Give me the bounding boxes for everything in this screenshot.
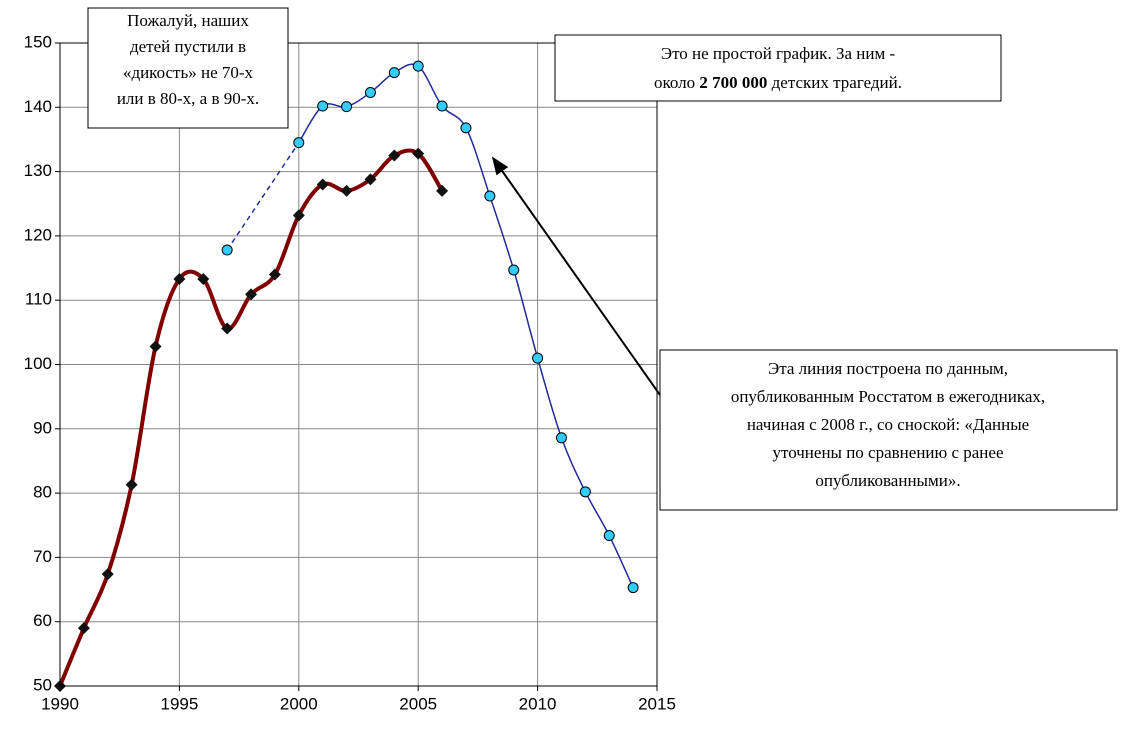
series-line bbox=[298, 63, 634, 588]
point bbox=[317, 100, 329, 112]
point bbox=[316, 178, 329, 191]
annotation-text: Пожалуй, наших bbox=[127, 11, 249, 30]
annotation-text: или в 80-х, а в 90-х. bbox=[117, 89, 259, 108]
arrow bbox=[491, 156, 661, 396]
annotation-bold: 2 700 000 bbox=[699, 73, 767, 92]
annotation-text: около 2 700 000 детских трагедий. bbox=[654, 73, 902, 92]
x-tick-label: 2000 bbox=[280, 694, 318, 713]
annotation-box bbox=[87, 7, 289, 129]
point bbox=[197, 272, 210, 285]
point bbox=[436, 184, 449, 197]
point bbox=[341, 101, 353, 113]
x-tick-label: 2010 bbox=[519, 694, 557, 713]
point bbox=[460, 122, 472, 134]
y-tick-label: 80 bbox=[33, 483, 52, 502]
point bbox=[603, 530, 615, 542]
y-tick-label: 100 bbox=[24, 354, 52, 373]
annotations: Это не простой график. За ним - около 2 … bbox=[87, 7, 1118, 511]
point bbox=[245, 288, 258, 301]
annotation-text: опубликованным Росстатом в ежегодниках, bbox=[731, 387, 1045, 406]
point bbox=[268, 268, 281, 281]
annotation-text: детей пустили в bbox=[130, 37, 246, 56]
point bbox=[508, 264, 520, 276]
point bbox=[364, 173, 377, 186]
y-tick-label: 130 bbox=[24, 161, 52, 180]
point bbox=[125, 478, 138, 491]
point bbox=[579, 486, 591, 498]
annotation-text: Это не простой график. За ним - bbox=[661, 44, 896, 63]
annotation-text: детских трагедий. bbox=[767, 73, 902, 92]
x-tick-label: 2005 bbox=[399, 694, 437, 713]
annotation-box bbox=[554, 34, 1002, 102]
point bbox=[388, 67, 400, 79]
y-tick-label: 150 bbox=[24, 32, 52, 51]
point bbox=[149, 340, 162, 353]
annotation-text: начиная с 2008 г., со сноской: «Данные bbox=[747, 415, 1029, 434]
plot bbox=[54, 60, 639, 692]
point bbox=[436, 100, 448, 112]
y-tick-label: 70 bbox=[33, 547, 52, 566]
y-tick-label: 120 bbox=[24, 225, 52, 244]
point bbox=[340, 184, 353, 197]
point bbox=[221, 244, 233, 256]
series-line bbox=[58, 148, 444, 687]
point bbox=[77, 622, 90, 635]
point bbox=[293, 137, 305, 149]
grid: 50 60 70 80 90 100 110 120 130 140 150 1990 1995 2000… bbox=[24, 32, 676, 713]
plot-frame bbox=[59, 42, 658, 687]
y-tick-label: 110 bbox=[25, 290, 52, 309]
y-tick-label: 90 bbox=[33, 418, 52, 437]
point bbox=[173, 272, 186, 285]
annotation-text: около bbox=[654, 73, 699, 92]
point bbox=[555, 432, 567, 444]
point bbox=[292, 209, 305, 222]
annotation-box bbox=[659, 349, 1118, 511]
annotation-text: «дикость» не 70-х bbox=[123, 63, 254, 82]
y-tick-label: 140 bbox=[24, 97, 52, 116]
point bbox=[101, 568, 114, 581]
x-tick-label: 1990 bbox=[41, 694, 79, 713]
annotation-text: уточнены по сравнению с ранее bbox=[772, 443, 1003, 462]
x-tick-label: 1995 bbox=[160, 694, 198, 713]
y-tick-label: 60 bbox=[33, 611, 52, 630]
point bbox=[412, 147, 425, 160]
point bbox=[484, 190, 496, 202]
point bbox=[388, 149, 401, 162]
point bbox=[627, 582, 639, 594]
annotation-text: опубликованными». bbox=[815, 471, 960, 490]
point bbox=[364, 87, 376, 99]
x-tick-label: 2015 bbox=[638, 694, 676, 713]
y-tick-label: 50 bbox=[33, 675, 52, 694]
point bbox=[412, 60, 424, 72]
series-line bbox=[226, 142, 300, 251]
point bbox=[532, 352, 544, 364]
point bbox=[221, 322, 234, 335]
annotation-text: Эта линия построена по данным, bbox=[768, 359, 1008, 378]
